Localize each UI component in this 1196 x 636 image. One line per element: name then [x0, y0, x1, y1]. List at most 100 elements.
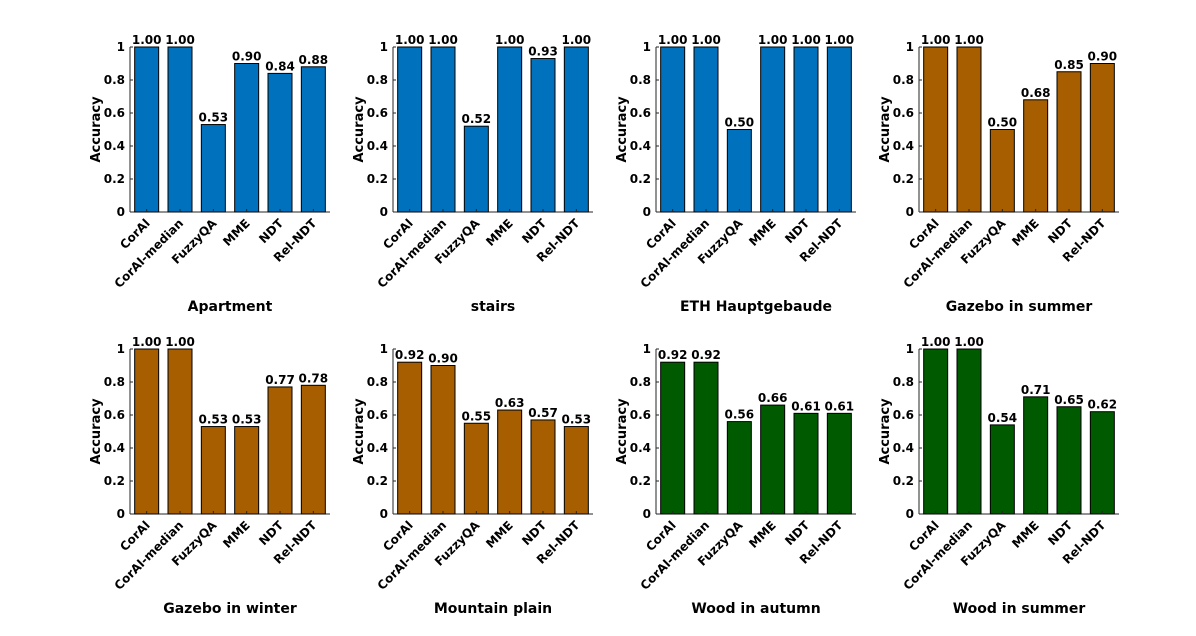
bar-rel-ndt: [300, 384, 326, 515]
bar-rel-ndt: [826, 412, 852, 515]
value-label: 0.66: [758, 391, 788, 405]
bar-coral-median: [956, 348, 982, 515]
value-label: 0.68: [1021, 86, 1051, 100]
category-label: MME: [483, 216, 516, 249]
value-label: 1.00: [954, 33, 984, 47]
y-axis-label: Accuracy: [89, 96, 104, 163]
y-tick-label: 0: [117, 205, 125, 219]
bar-rel-ndt: [826, 46, 852, 213]
y-axis-label: Accuracy: [615, 96, 630, 163]
bar-mme: [1023, 396, 1049, 515]
panel-caption: Apartment: [188, 299, 273, 315]
y-tick-label: 0.4: [630, 441, 651, 455]
bar-ndt: [530, 419, 556, 515]
value-label: 0.53: [562, 413, 592, 427]
panel-caption: ETH Hauptgebaude: [680, 299, 832, 315]
bar-ndt: [267, 386, 293, 515]
value-label: 1.00: [658, 33, 688, 47]
y-tick-label: 0.4: [630, 139, 651, 153]
bar-mme: [497, 409, 523, 515]
value-label: 1.00: [165, 335, 195, 349]
bar-mme: [760, 46, 786, 213]
bar-mme: [1023, 99, 1049, 213]
bar-fuzzyqa: [200, 124, 226, 213]
bar-coral: [397, 361, 423, 515]
y-tick-label: 0.8: [893, 73, 914, 87]
chart-panel-6: 00.20.40.60.81Accuracy0.92CorAl0.90CorAl…: [352, 342, 593, 617]
bar-ndt: [793, 412, 819, 515]
value-label: 0.56: [725, 408, 755, 422]
bar-fuzzyqa: [463, 422, 489, 515]
bar-coral-median: [167, 348, 193, 515]
value-label: 0.61: [791, 399, 821, 413]
value-label: 0.53: [199, 413, 229, 427]
panel-caption: Mountain plain: [434, 601, 552, 617]
y-axis-label: Accuracy: [352, 398, 367, 465]
value-label: 0.92: [395, 348, 425, 362]
value-label: 0.57: [528, 406, 558, 420]
category-label: MME: [746, 518, 779, 551]
value-label: 0.71: [1021, 383, 1051, 397]
category-label: NDT: [1045, 216, 1075, 246]
value-label: 0.61: [825, 399, 855, 413]
y-tick-label: 0.2: [893, 474, 914, 488]
category-label: MME: [483, 518, 516, 551]
bar-ndt: [267, 72, 293, 213]
bar-rel-ndt: [1089, 411, 1115, 515]
y-tick-label: 0.2: [104, 474, 125, 488]
value-label: 0.50: [725, 116, 755, 130]
y-tick-label: 0.6: [367, 408, 388, 422]
value-label: 1.00: [791, 33, 821, 47]
category-label: MME: [1009, 518, 1042, 551]
value-label: 1.00: [691, 33, 721, 47]
value-label: 1.00: [954, 335, 984, 349]
bar-ndt: [1056, 71, 1082, 213]
value-label: 1.00: [165, 33, 195, 47]
chart-panel-7: 00.20.40.60.81Accuracy0.92CorAl0.92CorAl…: [615, 342, 856, 617]
y-tick-label: 0.8: [630, 73, 651, 87]
bar-mme: [760, 404, 786, 515]
y-tick-label: 0.6: [893, 106, 914, 120]
bar-coral: [397, 46, 423, 213]
bar-mme: [234, 426, 260, 515]
y-tick-label: 0.6: [630, 408, 651, 422]
category-label: MME: [220, 518, 253, 551]
value-label: 0.65: [1054, 393, 1084, 407]
value-label: 1.00: [758, 33, 788, 47]
y-tick-label: 0.8: [104, 375, 125, 389]
panel-caption: stairs: [471, 299, 516, 315]
y-tick-label: 0.2: [104, 172, 125, 186]
category-label: NDT: [519, 518, 549, 548]
y-tick-label: 1: [380, 342, 388, 356]
bar-mme: [497, 46, 523, 213]
bar-mme: [234, 63, 260, 213]
value-label: 1.00: [132, 33, 162, 47]
y-axis-label: Accuracy: [878, 398, 893, 465]
category-label: MME: [1009, 216, 1042, 249]
value-label: 0.53: [232, 413, 262, 427]
value-label: 0.84: [265, 59, 295, 73]
category-label: NDT: [782, 518, 812, 548]
y-axis-label: Accuracy: [878, 96, 893, 163]
value-label: 0.93: [528, 45, 558, 59]
bar-fuzzyqa: [989, 129, 1015, 213]
bar-rel-ndt: [1089, 63, 1115, 213]
y-tick-label: 0.2: [893, 172, 914, 186]
y-tick-label: 0.8: [104, 73, 125, 87]
bar-coral-median: [167, 46, 193, 213]
y-tick-label: 0.8: [367, 375, 388, 389]
value-label: 0.85: [1054, 58, 1084, 72]
bar-rel-ndt: [563, 426, 589, 515]
bar-coral-median: [693, 361, 719, 515]
y-tick-label: 1: [117, 342, 125, 356]
bar-rel-ndt: [563, 46, 589, 213]
y-tick-label: 0.2: [630, 474, 651, 488]
value-label: 0.92: [691, 348, 721, 362]
bar-coral-median: [693, 46, 719, 213]
y-tick-label: 1: [643, 40, 651, 54]
y-tick-label: 1: [906, 342, 914, 356]
y-tick-label: 0.4: [367, 441, 388, 455]
chart-panel-4: 00.20.40.60.81Accuracy1.00CorAl1.00CorAl…: [878, 33, 1119, 315]
value-label: 0.63: [495, 396, 525, 410]
